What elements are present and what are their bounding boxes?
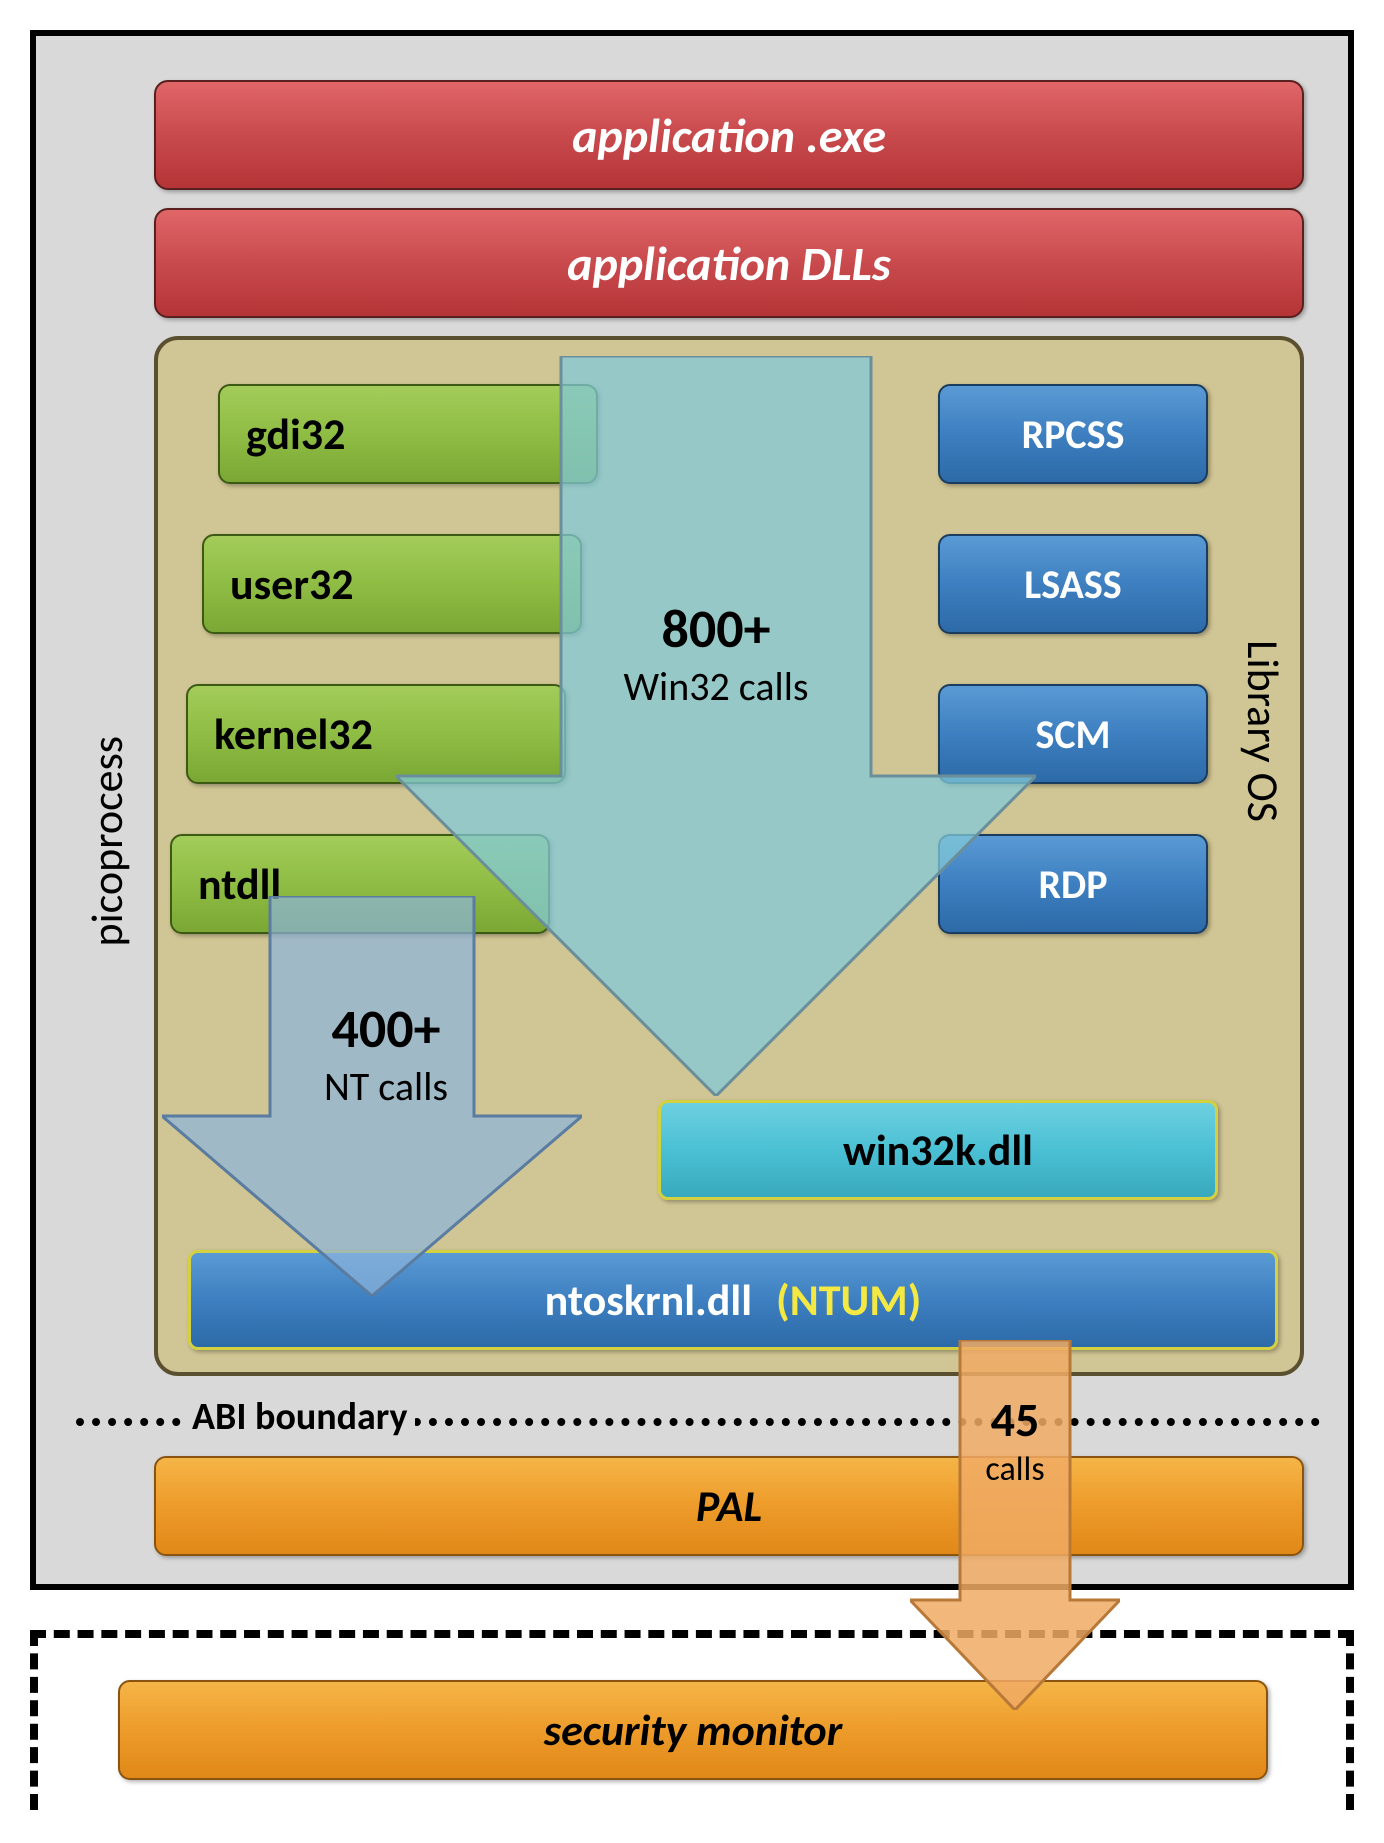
picoprocess-label: picoprocess xyxy=(80,736,134,947)
nt-calls-label: 400+ NT calls xyxy=(266,996,506,1111)
application-exe-bar: application .exe xyxy=(154,80,1304,190)
win32k-box: win32k.dll xyxy=(658,1100,1218,1200)
win32k-label: win32k.dll xyxy=(843,1123,1033,1177)
abi-count: 45 xyxy=(940,1390,1090,1449)
nt-count: 400+ xyxy=(266,996,506,1062)
application-dlls-label: application DLLs xyxy=(567,234,891,293)
lsass-label: LSASS xyxy=(1024,560,1121,609)
abi-boundary-label: ABI boundary xyxy=(184,1394,415,1440)
rdp-label: RDP xyxy=(1038,860,1107,909)
pal-label: PAL xyxy=(696,1479,762,1533)
abi-text: calls xyxy=(940,1449,1090,1490)
library-os-label: Library OS xyxy=(1236,640,1290,822)
user32-label: user32 xyxy=(230,557,354,611)
nt-text: NT calls xyxy=(266,1062,506,1111)
application-dlls-bar: application DLLs xyxy=(154,208,1304,318)
win32-text: Win32 calls xyxy=(556,662,876,711)
win32-count: 800+ xyxy=(556,596,876,662)
scm-label: SCM xyxy=(1035,710,1110,759)
win32-calls-label: 800+ Win32 calls xyxy=(556,596,876,711)
ntum-label: (NTUM) xyxy=(776,1273,921,1327)
security-monitor-label: security monitor xyxy=(544,1703,842,1757)
gdi32-label: gdi32 xyxy=(246,407,345,461)
picoprocess-frame: application .exe application DLLs picopr… xyxy=(30,30,1354,1590)
abi-calls-label: 45 calls xyxy=(940,1390,1090,1490)
application-exe-label: application .exe xyxy=(572,106,886,165)
pal-bar: PAL xyxy=(154,1456,1304,1556)
rpcss-label: RPCSS xyxy=(1022,410,1125,459)
kernel32-label: kernel32 xyxy=(214,707,373,761)
